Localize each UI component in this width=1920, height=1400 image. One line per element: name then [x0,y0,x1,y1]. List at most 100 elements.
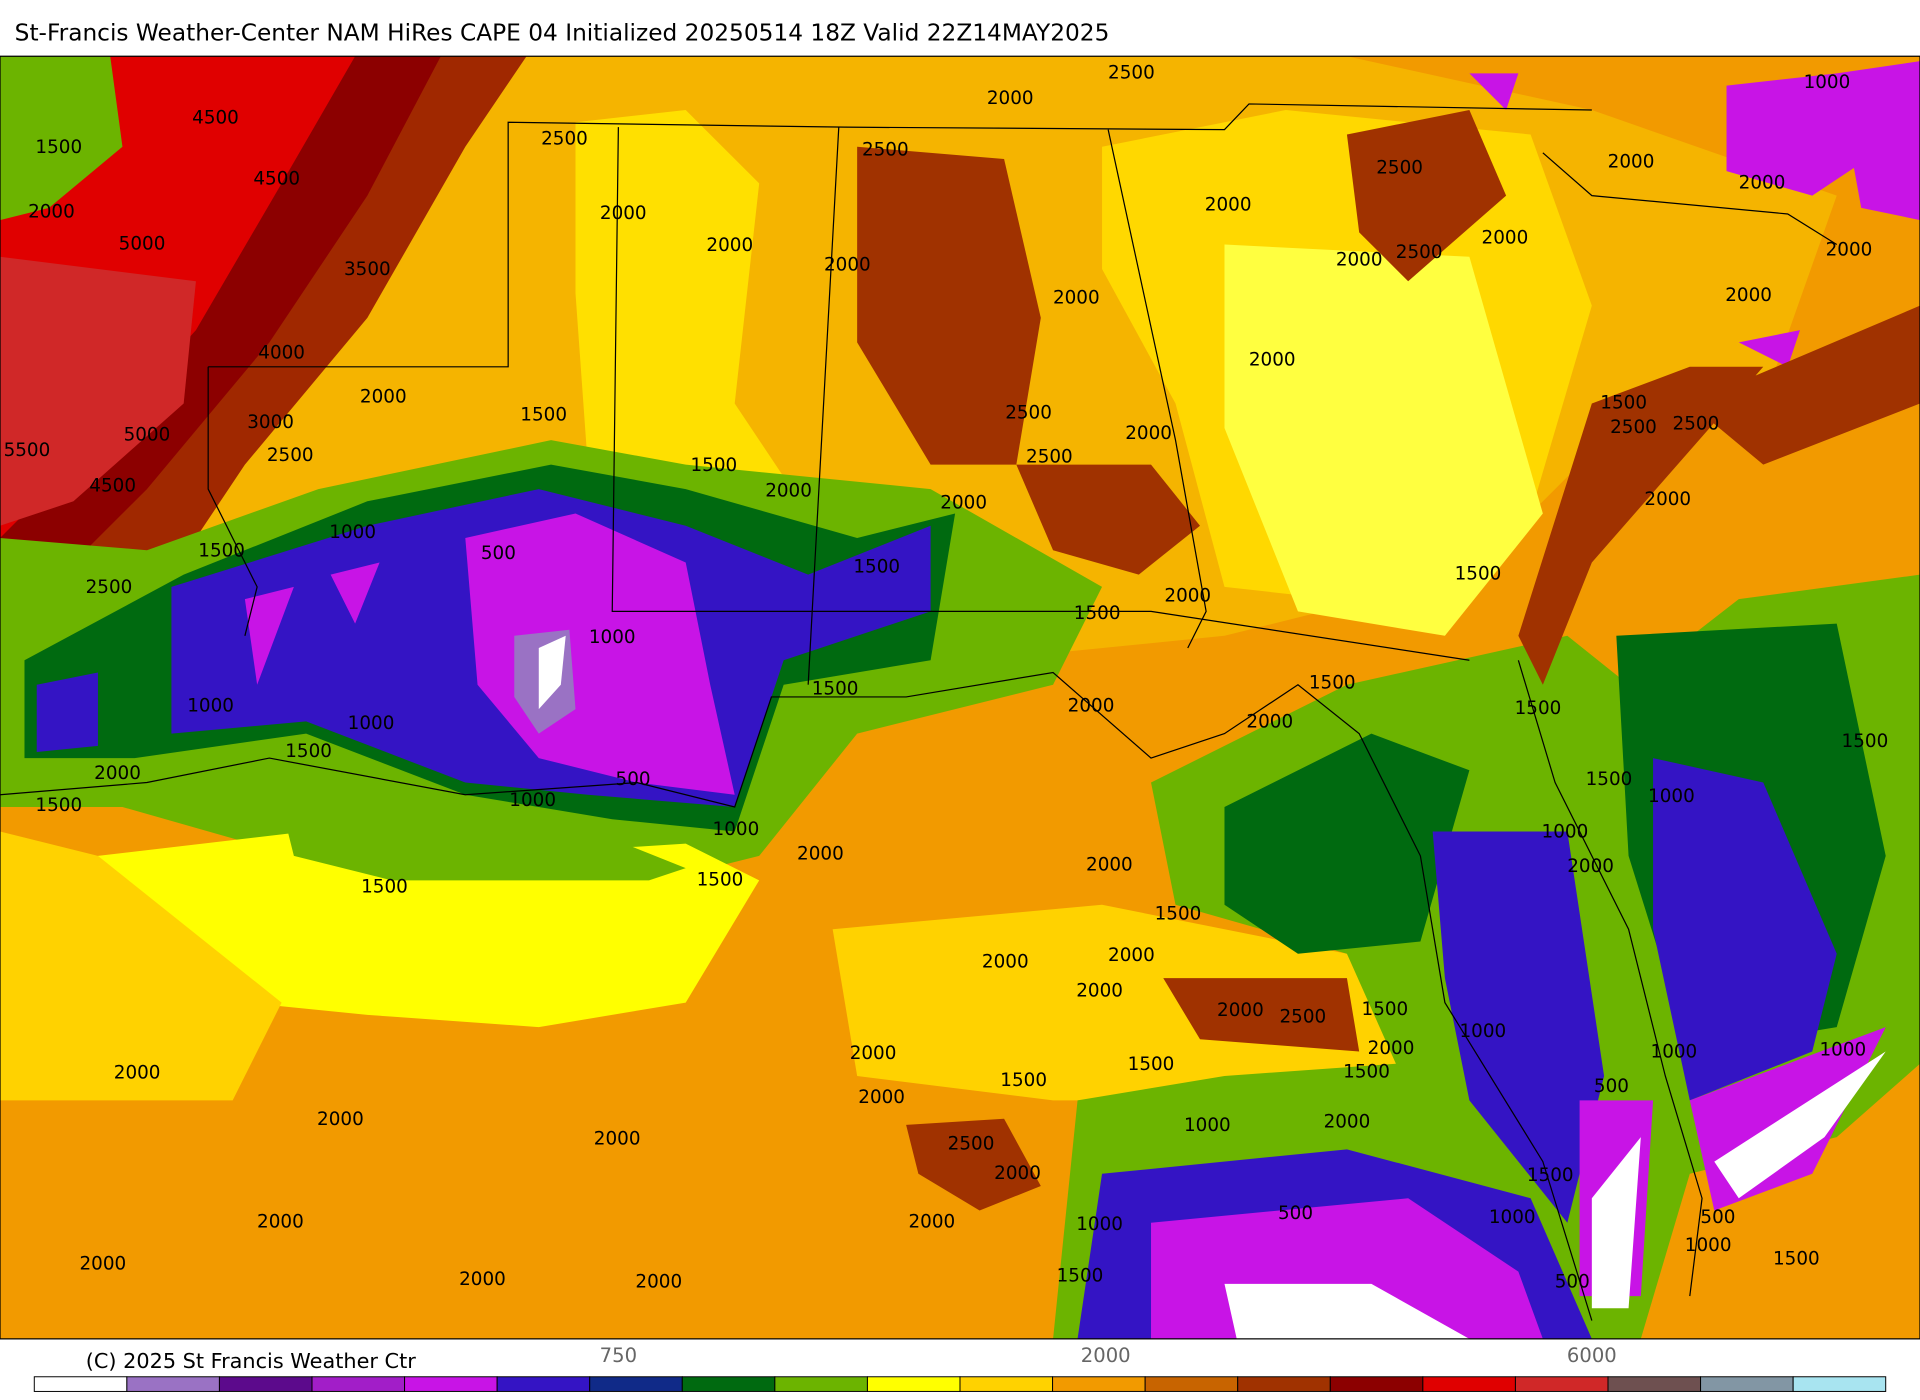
white-area [538,635,566,710]
contour-label: 2500 [1279,1006,1326,1027]
contour-label: 2000 [1125,423,1172,444]
colorbar: 750 2000 6000 [33,1344,1887,1392]
contour-label: 4500 [89,476,136,497]
contour-label: 1500 [697,869,744,890]
colorbar-swatch [1607,1376,1702,1392]
contour-label: 1500 [1842,731,1889,752]
contour-label: 2000 [765,481,812,502]
map-frame [0,55,1920,1340]
colorbar-swatch [496,1376,591,1392]
brown-band [1518,305,1920,685]
contour-label: 2000 [600,203,647,224]
contour-label: 2000 [1053,287,1100,308]
contour-label: 1500 [1586,769,1633,790]
yellow-area [1224,244,1543,636]
contour-label: 1500 [520,405,567,426]
contour-label: 2000 [1608,152,1655,173]
contour-label: 2000 [317,1109,364,1130]
contour-label: 2000 [79,1253,126,1274]
coastline [0,660,1703,1321]
colorbar-swatch [1329,1376,1424,1392]
contour-label: 1500 [35,795,82,816]
contour-label: 5000 [119,234,166,255]
contour-label: 5500 [4,440,51,461]
contour-label: 2000 [1108,945,1155,966]
contour-label: 2000 [982,951,1029,972]
contour-label: 500 [481,543,516,564]
state-borders [0,103,1838,1321]
contour-label: 500 [616,769,651,790]
contour-label: 1500 [198,540,245,561]
contour-label: 2000 [1739,172,1786,193]
contour-label: 2000 [940,493,987,514]
contour-label: 2000 [635,1272,682,1293]
contour-label: 4500 [253,169,300,190]
colorbar-swatch [1700,1376,1794,1392]
colorbar-swatch [404,1376,498,1392]
map: 4500 1500 4500 2000 5000 3500 4000 2000 3000 5000… [0,55,1920,1340]
colorbar-swatch [589,1376,683,1392]
title: St-Francis Weather-Center NAM HiRes CAPE… [15,19,1110,46]
contour-label: 1500 [1000,1070,1047,1091]
colorbar-swatch [33,1376,128,1392]
contour-label: 2000 [1482,227,1529,248]
contour-label: 1500 [1773,1248,1820,1269]
contour-label: 2500 [1396,242,1443,263]
colorbar-swatch [1144,1376,1239,1392]
contour-labels: 4500 1500 4500 2000 5000 3500 4000 2000 3000 5000… [4,62,1889,1292]
contour-label: 2500 [1026,446,1073,467]
contour-label: 1000 [1648,786,1695,807]
yellow-area [575,110,809,551]
contour-label: 1500 [35,137,82,158]
border [807,127,1207,685]
contour-label: 1000 [1651,1042,1698,1063]
contour-label: 1500 [853,556,900,577]
contour-label: 2000 [1567,856,1614,877]
colorbar-swatch [1237,1376,1331,1392]
contour-label: 2500 [1673,413,1720,434]
contour-label: 1500 [1343,1061,1390,1082]
contour-label: 1500 [1600,393,1647,414]
contour-label: 4500 [192,108,239,129]
contour-label: 2000 [850,1043,897,1064]
contour-label: 1500 [1309,673,1356,694]
border [1542,152,1838,246]
contour-label: 2000 [594,1129,641,1150]
border [208,103,1592,368]
contour-label: 2000 [1725,285,1772,306]
contour-label: 2000 [1246,712,1293,733]
contour-label: 3000 [247,412,294,433]
colorbar-label: 2000 [1081,1344,1131,1367]
contour-label: 2000 [797,844,844,865]
contour-label: 2000 [257,1212,304,1233]
magenta-area [1469,61,1920,367]
contour-label: 1000 [1489,1207,1536,1228]
contour-label: 2000 [28,202,75,223]
contour-label: 1000 [187,696,234,717]
contour-label: 1500 [1515,698,1562,719]
contour-label: 1000 [1804,72,1851,93]
contour-label: 2500 [1005,402,1052,423]
contour-label: 2000 [994,1163,1041,1184]
contour-label: 2500 [1108,62,1155,83]
colorbar-swatch [126,1376,220,1392]
contour-label: 1500 [1155,904,1202,925]
gold-area [0,831,282,1101]
contour-label: 2000 [1249,350,1296,371]
contour-label: 2000 [1086,855,1133,876]
contour-label: 2000 [1068,696,1115,717]
contour-label: 1500 [1128,1054,1175,1075]
contour-label: 1000 [1459,1021,1506,1042]
contour-label: 2000 [908,1212,955,1233]
contour-label: 500 [1278,1203,1313,1224]
contour-label: 1000 [713,819,760,840]
contour-label: 2000 [360,386,407,407]
border [611,127,1470,661]
colorbar-swatch [218,1376,313,1392]
brown-area [857,146,1041,465]
contour-label: 1500 [691,455,738,476]
contour-label: 1000 [1685,1235,1732,1256]
contour-label: 2000 [1644,489,1691,510]
colorbar-swatch [1422,1376,1516,1392]
contour-label: 2000 [94,763,141,784]
